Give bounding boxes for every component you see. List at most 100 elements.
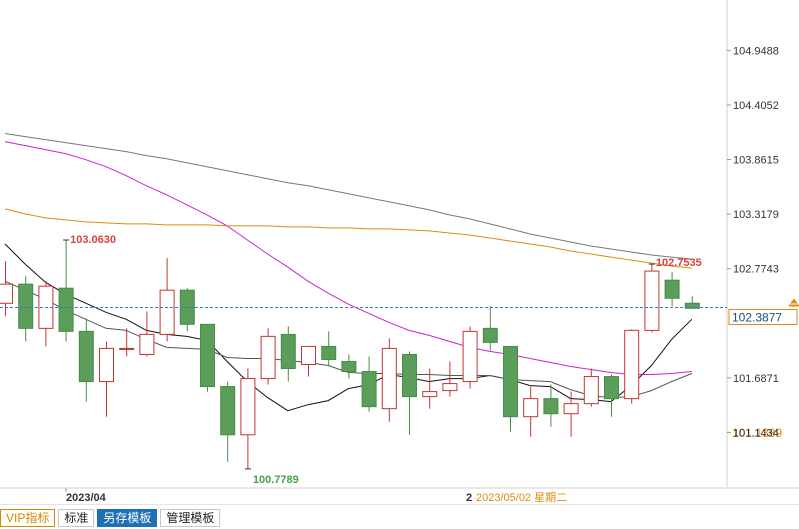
- candle: [99, 341, 114, 417]
- candle-body-up: [381, 347, 397, 410]
- candle-body-down: [482, 327, 498, 343]
- x-axis: 2023/04 2 2023/05/02 星期二: [65, 488, 584, 504]
- candle-body-up: [624, 329, 640, 400]
- candle: [381, 338, 397, 422]
- candle-body-up: [240, 378, 256, 436]
- vip-indicator-button[interactable]: VIP指标: [0, 509, 56, 527]
- candle-body-up: [99, 347, 114, 383]
- y-tick-label: 103.3179: [733, 209, 779, 221]
- candle: [563, 391, 579, 437]
- candle-body-up: [563, 403, 579, 415]
- candle: [321, 331, 337, 367]
- bottom-toolbar: VIP指标 标准 另存模板 管理模板: [0, 509, 799, 527]
- annotations: 103.0630 100.7789 102.7535: [63, 234, 702, 486]
- candle-body-up: [523, 398, 539, 418]
- y-tick-label: 101.6871: [733, 373, 779, 385]
- candle-body-up: [583, 376, 599, 405]
- candle: [58, 239, 74, 342]
- candle: [503, 345, 518, 432]
- candle: [78, 318, 94, 402]
- candle: [139, 311, 155, 357]
- candle-body-up: [422, 391, 438, 398]
- candle: [684, 296, 700, 309]
- chart-grid: [0, 0, 799, 505]
- candle: [543, 384, 559, 427]
- candle-body-down: [402, 353, 417, 398]
- high-marker-label: 103.0630: [70, 234, 116, 246]
- y-tick-label: 101.1434: [733, 427, 779, 439]
- ma-line-3: [4, 141, 692, 375]
- candle: [200, 323, 215, 392]
- candle-body-down: [321, 345, 337, 360]
- candle: [664, 272, 680, 307]
- candle-body-up: [119, 347, 135, 350]
- recent-high-marker-label: 102.7535: [656, 257, 702, 269]
- current-price-line: 102.3877 101.1389: [0, 298, 799, 440]
- y-axis: 104.9488 104.4052 103.8615 103.3179 102.7743…: [727, 45, 779, 439]
- candle: [402, 351, 417, 435]
- y-tick-label: 102.7743: [733, 264, 779, 276]
- crosshair-date-label: 2023/05/02 星期二: [476, 491, 567, 504]
- candle-body-up: [462, 330, 478, 383]
- manage-template-button[interactable]: 管理模板: [160, 509, 221, 527]
- candle-body-down: [341, 360, 357, 373]
- reference-price-label: 101.1389: [732, 426, 782, 440]
- candle: [644, 264, 660, 333]
- candle: [523, 386, 539, 437]
- candles: [0, 239, 700, 469]
- crosshair-date-box: [474, 489, 584, 503]
- candle-body-up: [0, 283, 13, 304]
- candle-body-down: [684, 302, 700, 309]
- candle: [0, 261, 13, 317]
- candle: [18, 276, 34, 342]
- current-price-box: [728, 308, 798, 325]
- candle: [442, 361, 458, 397]
- save-template-button[interactable]: 另存模板: [97, 509, 158, 527]
- ma-line-4: [4, 133, 692, 260]
- candle: [624, 329, 640, 404]
- candle-body-down: [58, 287, 74, 332]
- candle: [159, 258, 175, 342]
- standard-button[interactable]: 标准: [58, 509, 95, 527]
- candle: [341, 354, 357, 379]
- candle-body-down: [280, 333, 296, 370]
- candle: [301, 345, 316, 377]
- x-tick-label: 2023/04: [66, 492, 107, 504]
- candle: [280, 326, 296, 382]
- candle-body-up: [301, 345, 316, 365]
- candle-body-up: [139, 333, 155, 355]
- candle: [240, 368, 256, 469]
- low-marker-label: 100.7789: [253, 474, 299, 486]
- candle-body-down: [503, 345, 518, 418]
- candle: [361, 356, 377, 412]
- price-arrow-up-icon: [790, 298, 798, 304]
- ma-line-1: [4, 243, 693, 412]
- x-tick-label-partial: 2: [466, 492, 472, 504]
- candle-body-up: [644, 270, 660, 331]
- ma-line-5: [4, 208, 692, 269]
- candle: [119, 328, 135, 357]
- candle: [482, 306, 498, 351]
- current-price-label: 102.3877: [732, 310, 782, 324]
- y-tick-label: 104.4052: [733, 100, 779, 112]
- candle: [179, 288, 195, 332]
- candle-body-up: [159, 289, 175, 335]
- candle-body-down: [361, 371, 377, 408]
- candle-body-down: [543, 398, 559, 415]
- price-arrow-bar-icon: [789, 304, 799, 307]
- candle: [604, 374, 619, 417]
- candle: [583, 368, 599, 407]
- candle-body-down: [664, 279, 680, 299]
- candle-body-down: [78, 330, 94, 383]
- candle: [38, 281, 54, 347]
- candle-body-down: [604, 376, 619, 400]
- candle-body-down: [220, 386, 236, 436]
- candle-body-down: [18, 283, 34, 329]
- candle-body-up: [260, 335, 276, 380]
- candle: [422, 368, 438, 409]
- candle-body-up: [442, 383, 458, 392]
- candle-body-down: [200, 323, 215, 388]
- candle: [462, 326, 478, 389]
- candle: [260, 328, 276, 385]
